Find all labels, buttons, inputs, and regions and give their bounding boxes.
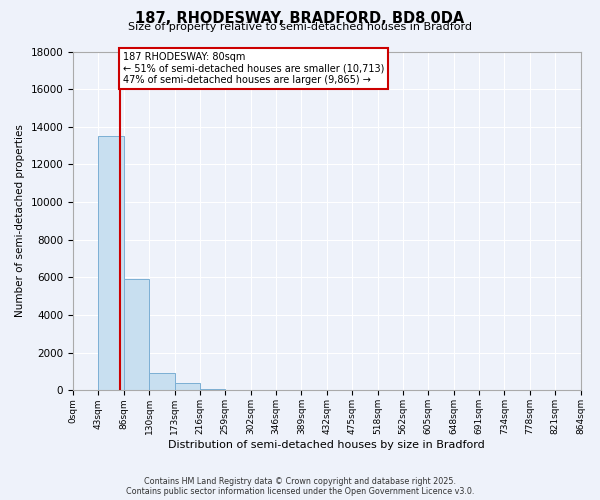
Text: Contains HM Land Registry data © Crown copyright and database right 2025.
Contai: Contains HM Land Registry data © Crown c… [126, 476, 474, 496]
Bar [98, 136, 124, 390]
Y-axis label: Number of semi-detached properties: Number of semi-detached properties [15, 124, 25, 318]
Text: Size of property relative to semi-detached houses in Bradford: Size of property relative to semi-detach… [128, 22, 472, 32]
Text: 187, RHODESWAY, BRADFORD, BD8 0DA: 187, RHODESWAY, BRADFORD, BD8 0DA [136, 11, 464, 26]
Bar [149, 374, 175, 390]
Text: 187 RHODESWAY: 80sqm
← 51% of semi-detached houses are smaller (10,713)
47% of s: 187 RHODESWAY: 80sqm ← 51% of semi-detac… [122, 52, 384, 84]
X-axis label: Distribution of semi-detached houses by size in Bradford: Distribution of semi-detached houses by … [169, 440, 485, 450]
Bar [175, 383, 200, 390]
Bar [200, 388, 225, 390]
Bar [124, 280, 149, 390]
